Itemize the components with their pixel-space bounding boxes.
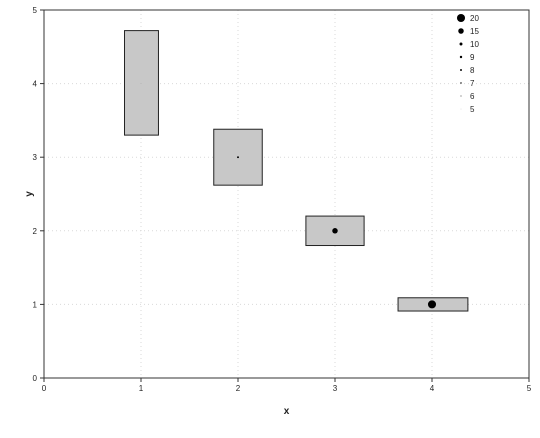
- legend-label: 8: [470, 66, 475, 75]
- box-layer: [125, 31, 468, 311]
- plot-frame: [44, 10, 529, 378]
- data-point: [237, 156, 239, 158]
- y-tick-label: 5: [33, 6, 38, 15]
- legend-marker: [460, 82, 461, 83]
- legend-marker: [461, 96, 462, 97]
- data-box: [125, 31, 159, 136]
- grid: [44, 10, 529, 378]
- legend-label: 6: [470, 92, 475, 101]
- x-axis-title: x: [284, 406, 290, 417]
- y-tick-label: 0: [33, 374, 38, 383]
- legend-marker: [458, 28, 464, 34]
- x-tick-label: 5: [527, 384, 532, 393]
- legend-label: 15: [470, 27, 479, 36]
- x-tick-label: 3: [333, 384, 338, 393]
- y-tick-label: 4: [33, 80, 38, 89]
- y-tick-label: 1: [33, 300, 38, 309]
- x-tick-label: 4: [430, 384, 435, 393]
- legend-marker: [460, 43, 463, 46]
- legend-label: 10: [470, 40, 479, 49]
- data-point: [332, 228, 338, 234]
- legend-marker: [460, 56, 462, 58]
- legend-label: 9: [470, 53, 475, 62]
- y-tick-label: 3: [33, 153, 38, 162]
- x-tick-label: 0: [42, 384, 47, 393]
- x-tick-label: 1: [139, 384, 144, 393]
- legend: 20 15 10 9 8 7 6 5: [457, 14, 479, 114]
- y-axis-title: y: [24, 191, 35, 197]
- legend-marker: [457, 14, 465, 22]
- legend-marker: [460, 69, 462, 71]
- legend-label: 5: [470, 105, 475, 114]
- axis-ticks: 0 1 2 3 4 5 0 1 2 3 4 5: [33, 6, 532, 393]
- x-tick-label: 2: [236, 384, 241, 393]
- y-tick-label: 2: [33, 227, 38, 236]
- legend-label: 7: [470, 79, 475, 88]
- data-point: [428, 300, 436, 308]
- point-layer: [141, 83, 436, 308]
- legend-label: 20: [470, 14, 479, 23]
